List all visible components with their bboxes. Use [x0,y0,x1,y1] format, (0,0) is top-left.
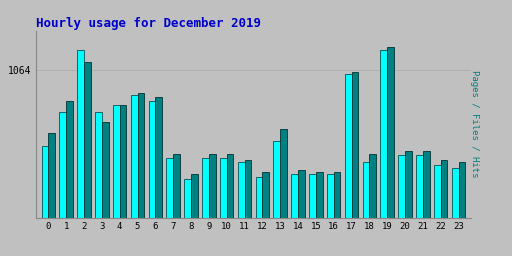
Bar [387,47,394,256]
Bar [345,74,352,256]
Bar [209,154,216,256]
Bar [184,179,191,256]
Bar [398,155,405,256]
Bar [102,122,109,256]
Bar [255,177,262,256]
Bar [245,160,251,256]
Bar [131,95,138,256]
Bar [298,170,305,256]
Bar [380,50,387,256]
Bar [309,175,316,256]
Bar [191,175,198,256]
Bar [316,172,323,256]
Bar [434,165,441,256]
Bar [352,72,358,256]
Bar [77,50,84,256]
Bar [48,133,55,256]
Bar [334,172,340,256]
Bar [273,141,280,256]
Bar [120,104,126,256]
Bar [202,158,209,256]
Bar [59,112,66,256]
Bar [173,154,180,256]
Bar [280,130,287,256]
Bar [459,162,465,256]
Bar [423,151,430,256]
Bar [262,172,269,256]
Bar [238,162,245,256]
Bar [416,155,423,256]
Bar [405,151,412,256]
Bar [327,175,334,256]
Bar [220,158,227,256]
Bar [441,160,447,256]
Bar [362,162,369,256]
Y-axis label: Pages / Files / Hits: Pages / Files / Hits [471,70,479,178]
Text: Hourly usage for December 2019: Hourly usage for December 2019 [36,17,261,29]
Bar [95,112,102,256]
Bar [138,93,144,256]
Bar [66,101,73,256]
Bar [227,154,233,256]
Bar [155,97,162,256]
Bar [113,104,120,256]
Bar [166,158,173,256]
Bar [84,62,91,256]
Bar [452,168,459,256]
Bar [369,154,376,256]
Bar [291,175,298,256]
Bar [148,101,155,256]
Bar [41,146,48,256]
